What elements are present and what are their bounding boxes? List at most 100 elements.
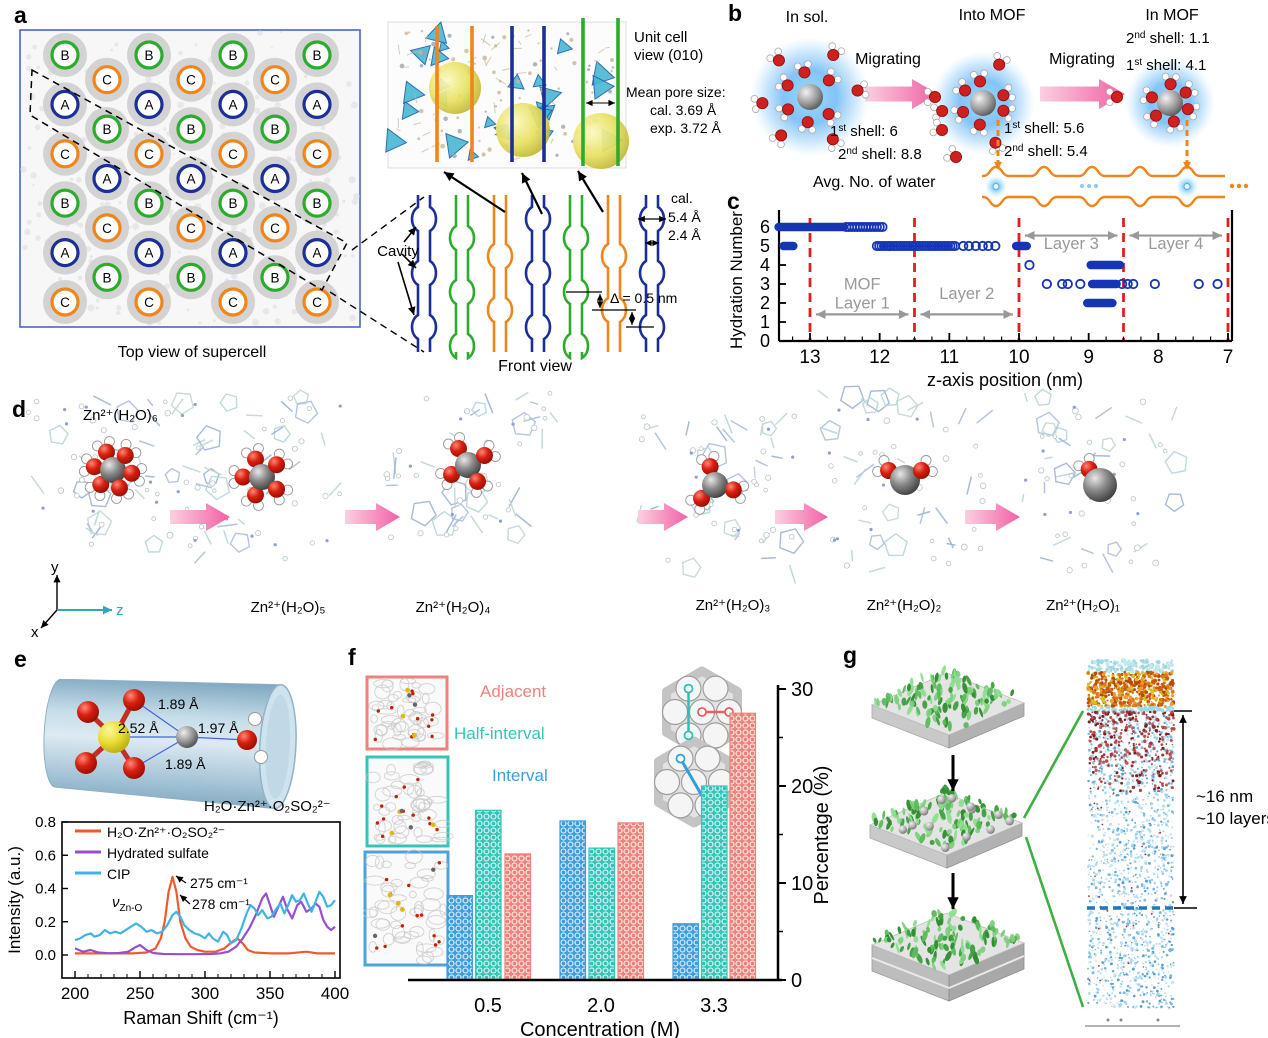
inset-red-atom [427, 816, 431, 820]
distance-right: 1.97 Å [198, 720, 239, 736]
water-hydrogen [952, 86, 960, 95]
bar-adjacent-3.3 [729, 712, 757, 981]
linker-blob [935, 716, 940, 726]
speck [1133, 826, 1135, 829]
inset-texture [382, 785, 403, 797]
ligand-bond [280, 400, 293, 413]
pore-halo [253, 156, 297, 201]
speck [1133, 771, 1135, 773]
speck [1093, 994, 1097, 998]
speck [1095, 658, 1101, 664]
ligand-bond [182, 465, 201, 473]
e-ytick-label: 0.2 [35, 914, 56, 931]
ligand-h-atom [1062, 531, 1068, 538]
speck [1160, 668, 1164, 673]
speck [1147, 705, 1151, 710]
texture-dot [57, 276, 62, 281]
inset-zinc-atom [407, 693, 412, 698]
speck [1150, 735, 1153, 738]
ligand-h-atom [711, 520, 717, 527]
speck [1111, 851, 1114, 854]
speck [1144, 672, 1147, 675]
speck [1086, 701, 1090, 705]
speck [1148, 692, 1152, 696]
speck [1153, 764, 1156, 767]
shell-sup: nd [846, 146, 857, 157]
speck [1119, 731, 1123, 735]
speck [1170, 659, 1174, 663]
speck [1137, 688, 1142, 693]
inset-texture [412, 763, 427, 775]
speck [1123, 844, 1127, 847]
speck [1095, 959, 1097, 962]
speck [1129, 980, 1132, 983]
inset-texture [435, 819, 451, 828]
bond-stick [493, 102, 496, 114]
speck [1154, 740, 1157, 743]
speck [1102, 801, 1104, 803]
water-hydrogen [993, 52, 1002, 60]
shell-text: 1 [1004, 120, 1012, 137]
inset-texture [423, 887, 444, 901]
texture-dot [353, 192, 360, 200]
bar-adjacent-0.5 [504, 853, 532, 981]
speck [1134, 957, 1137, 960]
ligand-bond [288, 460, 301, 471]
speck [1168, 749, 1171, 752]
speck [1124, 772, 1126, 774]
texture-dot [163, 127, 167, 131]
inset-red-atom [433, 943, 438, 947]
speck [1109, 828, 1111, 830]
ligand-h-atom [765, 474, 772, 481]
speck [1100, 877, 1103, 879]
speck [1147, 684, 1151, 688]
atom-dot [440, 143, 446, 149]
atom-dot [456, 116, 460, 120]
speck [1170, 845, 1173, 848]
linker-blob [975, 683, 980, 690]
linker-blob [918, 691, 922, 699]
linker-blob [930, 673, 934, 685]
site-letter: B [270, 122, 279, 137]
speck [1153, 781, 1155, 783]
speck [1155, 810, 1158, 814]
linker-blob [937, 688, 941, 701]
speck [1100, 762, 1103, 765]
ellipsis-dot [1080, 184, 1084, 188]
speck [1100, 967, 1104, 971]
ligand-n-atom [1068, 510, 1073, 515]
speck [1171, 796, 1174, 800]
speck [1091, 705, 1094, 709]
speck [1102, 945, 1104, 947]
linker-blob [987, 814, 991, 821]
speck [1164, 854, 1168, 857]
ligand-bond [819, 426, 838, 435]
speck [1164, 813, 1167, 815]
speck [1096, 783, 1098, 786]
speck [1169, 894, 1173, 897]
ligand-h-atom [482, 514, 489, 520]
speck [1156, 798, 1160, 802]
speck [1103, 917, 1106, 920]
ligand-bond [515, 391, 529, 401]
speck [1103, 785, 1107, 789]
speck [1097, 678, 1101, 681]
e-ytick-label: 0.4 [35, 881, 56, 898]
speck [1111, 815, 1114, 818]
speck [1134, 836, 1138, 840]
c-ytick-label: 4 [760, 255, 770, 275]
speck [1130, 944, 1132, 946]
ligand-bond [1125, 415, 1143, 424]
speck [1137, 675, 1140, 679]
inset-texture [416, 788, 425, 797]
speck [1126, 838, 1128, 841]
speck [1088, 726, 1090, 729]
linker-blob [906, 683, 911, 692]
ligand-n-atom [498, 519, 503, 523]
nu-subscript: Zn-O [120, 903, 143, 914]
site-letter: C [144, 295, 154, 310]
speck [1095, 735, 1098, 739]
linker-blob [956, 810, 961, 817]
speck [1107, 903, 1109, 905]
speck [1144, 769, 1148, 772]
